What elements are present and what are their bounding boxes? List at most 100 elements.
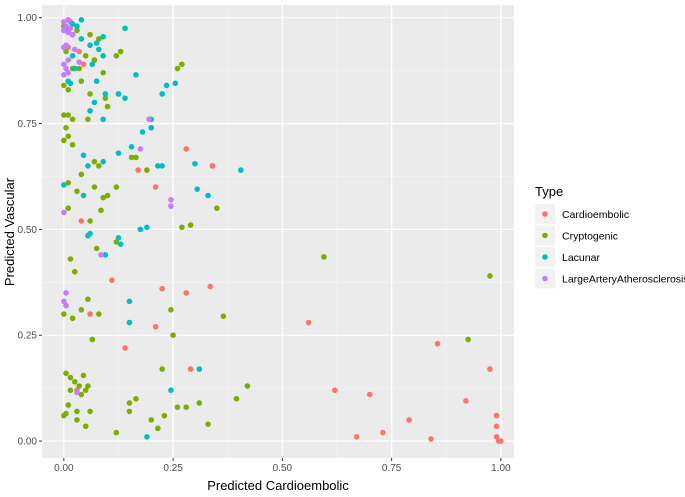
- point-largearteryatherosclerosis: [98, 251, 104, 258]
- point-lacunar: [128, 144, 135, 150]
- legend: Type Cardioembolic Cryptogenic Lacunar Larg…: [535, 184, 685, 289]
- point-largearteryatherosclerosis: [76, 59, 82, 65]
- point-lacunar: [172, 80, 179, 87]
- point-cardioembolic: [135, 167, 141, 173]
- point-cryptogenic: [133, 154, 139, 161]
- point-cardioembolic: [487, 366, 493, 372]
- point-cryptogenic: [104, 103, 111, 110]
- point-cryptogenic: [74, 27, 80, 34]
- point-cryptogenic: [65, 112, 72, 118]
- legend-title: Type: [535, 184, 563, 199]
- point-lacunar: [87, 42, 93, 49]
- point-largearteryatherosclerosis: [69, 31, 76, 38]
- point-largearteryatherosclerosis: [61, 61, 67, 68]
- point-lacunar: [71, 65, 78, 72]
- point-cryptogenic: [183, 404, 190, 411]
- point-cryptogenic: [113, 239, 120, 245]
- point-cardioembolic: [122, 345, 128, 351]
- point-cryptogenic: [82, 387, 89, 394]
- point-lacunar: [122, 25, 128, 32]
- point-cryptogenic: [91, 184, 98, 190]
- point-cryptogenic: [67, 374, 74, 381]
- y-tick-label: 0.00: [18, 437, 38, 448]
- point-largearteryatherosclerosis: [74, 389, 80, 396]
- y-axis-title: Predicted Vascular: [2, 177, 17, 286]
- point-cardioembolic: [159, 285, 165, 292]
- point-largearteryatherosclerosis: [63, 23, 69, 29]
- point-cardioembolic: [209, 163, 216, 169]
- point-cryptogenic: [214, 205, 220, 212]
- point-lacunar: [89, 61, 96, 68]
- point-cryptogenic: [71, 378, 78, 385]
- point-lacunar: [115, 150, 122, 156]
- point-cryptogenic: [233, 395, 240, 402]
- point-cryptogenic: [71, 268, 78, 275]
- point-cryptogenic: [174, 65, 181, 72]
- point-cryptogenic: [117, 48, 124, 55]
- point-cryptogenic: [179, 224, 185, 231]
- point-cryptogenic: [161, 412, 168, 419]
- point-cardioembolic: [332, 387, 338, 394]
- point-cryptogenic: [80, 372, 87, 379]
- point-cryptogenic: [96, 163, 102, 169]
- x-axis-title: Predicted Cardioembolic: [207, 478, 349, 493]
- point-lacunar: [192, 160, 198, 167]
- legend-label: Cryptogenic: [562, 231, 618, 243]
- point-lacunar: [126, 319, 133, 326]
- point-lacunar: [144, 434, 150, 440]
- point-cryptogenic: [63, 48, 69, 55]
- point-lacunar: [102, 91, 109, 97]
- y-tick-label: 1.00: [18, 13, 38, 24]
- point-lacunar: [100, 158, 106, 165]
- point-cryptogenic: [104, 192, 111, 199]
- point-cryptogenic: [67, 256, 74, 262]
- x-tick-label: 0.00: [54, 463, 74, 474]
- point-lacunar: [133, 72, 139, 78]
- plot-panel: [42, 5, 514, 458]
- point-cryptogenic: [487, 273, 493, 279]
- point-cryptogenic: [61, 137, 67, 144]
- point-cryptogenic: [126, 408, 133, 415]
- point-largearteryatherosclerosis: [61, 298, 67, 305]
- point-cardioembolic: [498, 438, 504, 444]
- point-lacunar: [159, 91, 165, 97]
- point-cryptogenic: [187, 222, 194, 228]
- point-cryptogenic: [89, 336, 96, 343]
- point-cryptogenic: [170, 332, 176, 339]
- legend-label: Lacunar: [562, 252, 600, 264]
- point-cryptogenic: [61, 82, 67, 89]
- point-largearteryatherosclerosis: [71, 46, 78, 53]
- point-cryptogenic: [179, 61, 185, 68]
- point-cardioembolic: [152, 184, 159, 190]
- point-cardioembolic: [305, 319, 312, 326]
- point-cryptogenic: [61, 112, 67, 118]
- point-lacunar: [148, 124, 155, 131]
- point-cryptogenic: [144, 167, 150, 173]
- point-largearteryatherosclerosis: [65, 29, 72, 36]
- point-largearteryatherosclerosis: [137, 146, 144, 152]
- point-largearteryatherosclerosis: [61, 44, 67, 51]
- point-cardioembolic: [380, 429, 386, 436]
- point-cryptogenic: [113, 53, 120, 59]
- point-cryptogenic: [85, 383, 91, 389]
- point-cryptogenic: [91, 57, 98, 63]
- point-cryptogenic: [61, 412, 67, 419]
- point-cryptogenic: [96, 311, 102, 317]
- point-cryptogenic: [69, 116, 76, 123]
- legend-marker: [542, 232, 548, 239]
- point-cryptogenic: [69, 315, 76, 322]
- point-largearteryatherosclerosis: [61, 209, 67, 216]
- point-cryptogenic: [102, 95, 109, 101]
- point-lacunar: [100, 33, 106, 40]
- point-cryptogenic: [69, 141, 76, 148]
- point-cryptogenic: [159, 366, 165, 372]
- point-cryptogenic: [148, 417, 155, 423]
- point-cryptogenic: [85, 296, 91, 303]
- point-lacunar: [93, 78, 100, 85]
- point-lacunar: [122, 95, 128, 101]
- point-cryptogenic: [63, 124, 69, 131]
- point-cryptogenic: [61, 311, 67, 317]
- point-lacunar: [80, 152, 87, 159]
- point-lacunar: [69, 53, 76, 59]
- point-cryptogenic: [321, 254, 327, 260]
